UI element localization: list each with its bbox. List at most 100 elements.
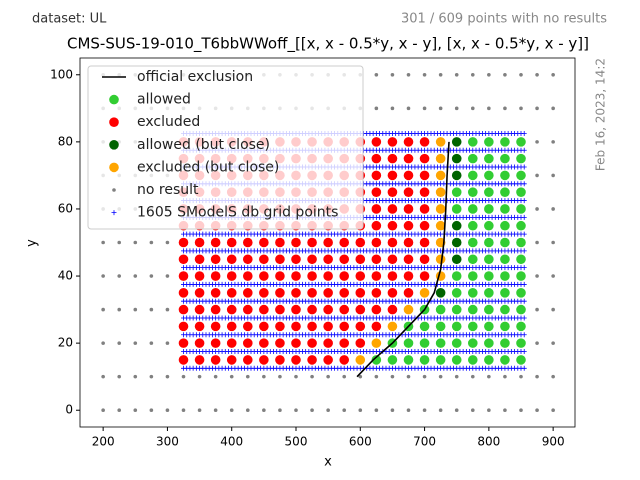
result-point: [403, 288, 414, 298]
y-tick-label: 20: [58, 336, 73, 350]
result-point: [242, 288, 253, 298]
no-result-point: [406, 408, 411, 413]
result-point: [419, 187, 430, 197]
result-point: [419, 153, 430, 164]
result-point: [371, 220, 382, 231]
no-result-point: [101, 274, 105, 278]
result-point: [275, 355, 285, 365]
result-point: [500, 187, 510, 197]
result-point: [484, 288, 494, 298]
x-tick-label: 500: [285, 435, 308, 449]
y-tick-label: 60: [58, 201, 73, 215]
legend-label: 1605 SModelS db grid points: [137, 205, 338, 221]
no-result-point: [117, 341, 122, 345]
result-point: [484, 170, 494, 181]
result-point: [500, 254, 510, 265]
no-result-point: [101, 341, 105, 345]
result-point: [403, 170, 414, 181]
result-point: [516, 304, 526, 315]
result-point: [275, 237, 285, 248]
no-result-point: [213, 408, 218, 413]
no-result-point: [551, 274, 555, 278]
result-point: [226, 254, 237, 265]
result-point: [339, 271, 350, 281]
result-point: [467, 204, 478, 214]
result-point: [451, 355, 462, 365]
db-grid-point: [521, 130, 527, 136]
result-point: [484, 254, 494, 265]
result-point: [419, 204, 430, 214]
result-point: [242, 338, 253, 348]
result-point: [387, 220, 398, 231]
result-point: [210, 321, 221, 332]
result-point: [323, 355, 333, 365]
legend-marker: [109, 140, 119, 150]
no-result-point: [422, 106, 427, 111]
result-point: [339, 254, 350, 265]
no-result-point: [310, 374, 314, 379]
x-tick-label: 700: [413, 435, 436, 449]
no-result-point: [165, 374, 170, 379]
result-point: [339, 355, 350, 365]
result-point: [484, 338, 494, 348]
legend-marker: [111, 210, 117, 216]
no-result-point: [406, 374, 411, 379]
no-result-point: [438, 374, 443, 379]
result-point: [242, 237, 253, 248]
result-point: [467, 355, 478, 365]
result-point: [194, 304, 205, 315]
no-result-point: [229, 374, 234, 379]
no-result-point: [406, 106, 411, 111]
result-point: [371, 170, 382, 181]
no-result-point: [278, 374, 282, 379]
no-result-point: [101, 307, 105, 312]
no-result-point: [133, 408, 138, 413]
no-result-point: [470, 374, 475, 379]
no-result-point: [470, 408, 475, 413]
no-result-point: [438, 106, 443, 111]
result-point: [355, 321, 366, 332]
result-point: [467, 170, 478, 181]
result-point: [451, 304, 462, 315]
result-point: [516, 153, 526, 164]
no-result-point: [406, 72, 411, 77]
no-result-point: [374, 408, 379, 413]
x-tick-label: 900: [542, 435, 565, 449]
result-point: [451, 220, 462, 231]
no-result-point: [551, 240, 555, 245]
legend-marker: [112, 188, 116, 192]
result-point: [371, 271, 382, 281]
result-point: [451, 170, 462, 181]
result-point: [323, 254, 333, 265]
y-tick-label: 80: [58, 134, 73, 148]
result-point: [242, 271, 253, 281]
result-point: [275, 254, 285, 265]
result-point: [323, 304, 333, 315]
db-grid-point: [521, 231, 527, 237]
result-point: [467, 304, 478, 315]
result-point: [275, 271, 285, 281]
result-point: [387, 304, 398, 315]
result-point: [516, 220, 526, 231]
result-point: [226, 304, 237, 315]
result-point: [435, 187, 446, 197]
result-point: [226, 355, 237, 365]
no-result-point: [133, 307, 138, 312]
timestamp: Feb 16, 2023, 14:2: [594, 58, 608, 171]
result-point: [451, 237, 462, 248]
result-point: [259, 271, 269, 281]
result-point: [371, 355, 382, 365]
no-result-point: [535, 72, 539, 77]
result-point: [484, 304, 494, 315]
no-result-point: [262, 374, 266, 379]
result-point: [484, 271, 494, 281]
no-result-count: 301 / 609 points with no results: [401, 12, 607, 27]
result-point: [403, 355, 414, 365]
y-tick-label: 40: [58, 269, 73, 283]
result-point: [435, 137, 446, 147]
db-grid-point: [521, 265, 527, 271]
result-point: [435, 170, 446, 181]
no-result-point: [422, 72, 427, 77]
